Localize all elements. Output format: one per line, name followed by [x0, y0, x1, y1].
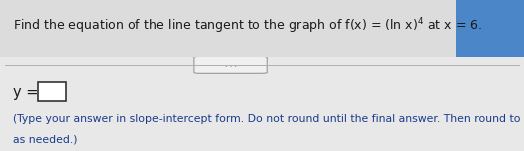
FancyBboxPatch shape [456, 0, 524, 57]
FancyBboxPatch shape [38, 82, 66, 101]
Text: y =: y = [13, 85, 38, 100]
Text: (Type your answer in slope-intercept form. Do not round until the final answer. : (Type your answer in slope-intercept for… [13, 114, 524, 124]
Text: as needed.): as needed.) [13, 134, 78, 144]
Text: . . .: . . . [225, 60, 236, 69]
Text: Find the equation of the line tangent to the graph of f(x) = (ln x)$^{4}$ at x =: Find the equation of the line tangent to… [13, 16, 482, 36]
FancyBboxPatch shape [194, 56, 267, 73]
